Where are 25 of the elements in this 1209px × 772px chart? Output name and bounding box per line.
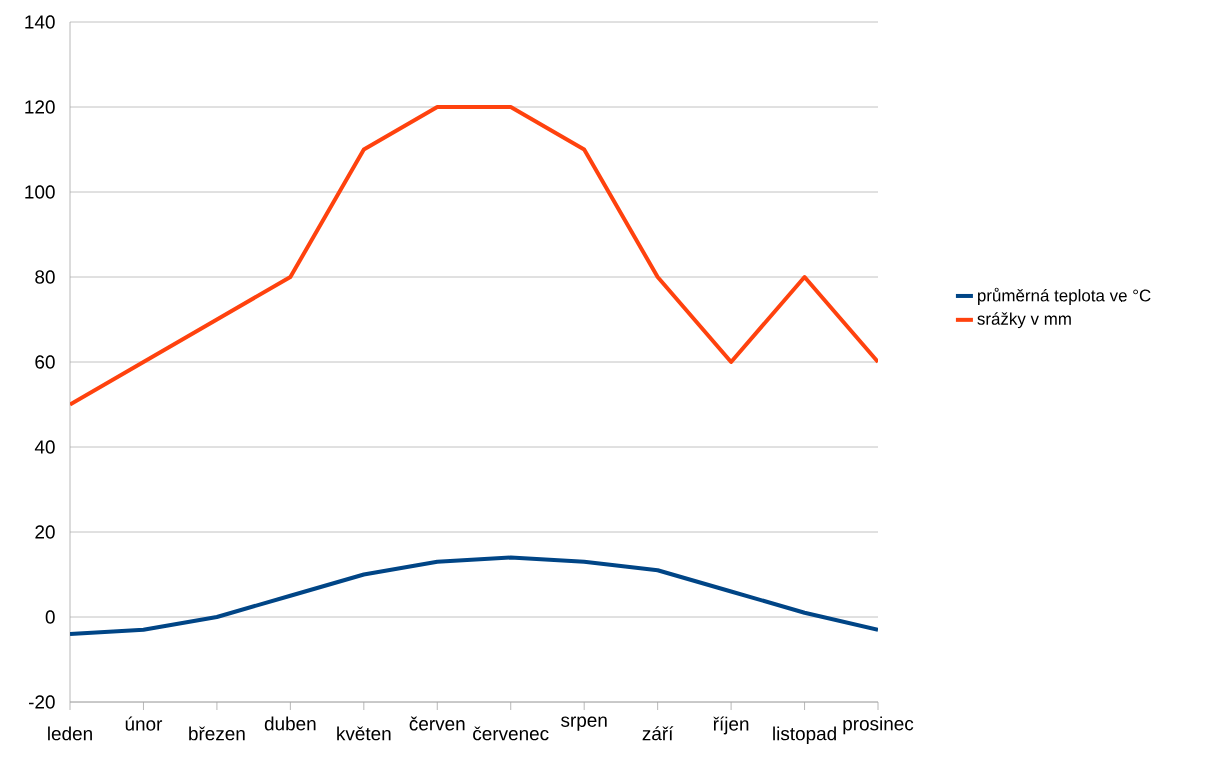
line-series: [70, 555, 879, 637]
y-tick-label: 80: [35, 270, 55, 284]
x-tick-label: červenec: [473, 726, 549, 741]
x-tick-label: listopad: [773, 726, 836, 745]
legend-label: průměrná teplota ve °C: [978, 287, 1151, 305]
y-tick-label: 40: [34, 440, 55, 454]
x-tick-label: květen: [337, 726, 391, 741]
y-tick-label: -20: [28, 695, 55, 709]
legend-label: srážky v mm: [977, 312, 1071, 329]
x-tick-label: srpen: [561, 716, 607, 731]
line-series: [70, 105, 879, 407]
x-tick-label: únor: [125, 716, 163, 731]
x-tick-label: září: [642, 726, 674, 741]
y-tick-label: 0: [45, 610, 55, 624]
x-tick-label: březen: [189, 726, 245, 741]
y-tick-label: 60: [35, 355, 55, 369]
y-tick-label: 120: [25, 100, 55, 114]
y-tick-label: 20: [35, 525, 55, 539]
y-tick-label: 140: [25, 15, 55, 29]
x-tick-label: prosinec: [843, 716, 914, 735]
x-tick-label: leden: [48, 726, 92, 741]
x-tick-label: červen: [409, 716, 465, 731]
y-tick-label: 100: [25, 185, 55, 199]
x-tick-label: duben: [264, 716, 316, 731]
x-tick-label: říjen: [713, 716, 749, 735]
